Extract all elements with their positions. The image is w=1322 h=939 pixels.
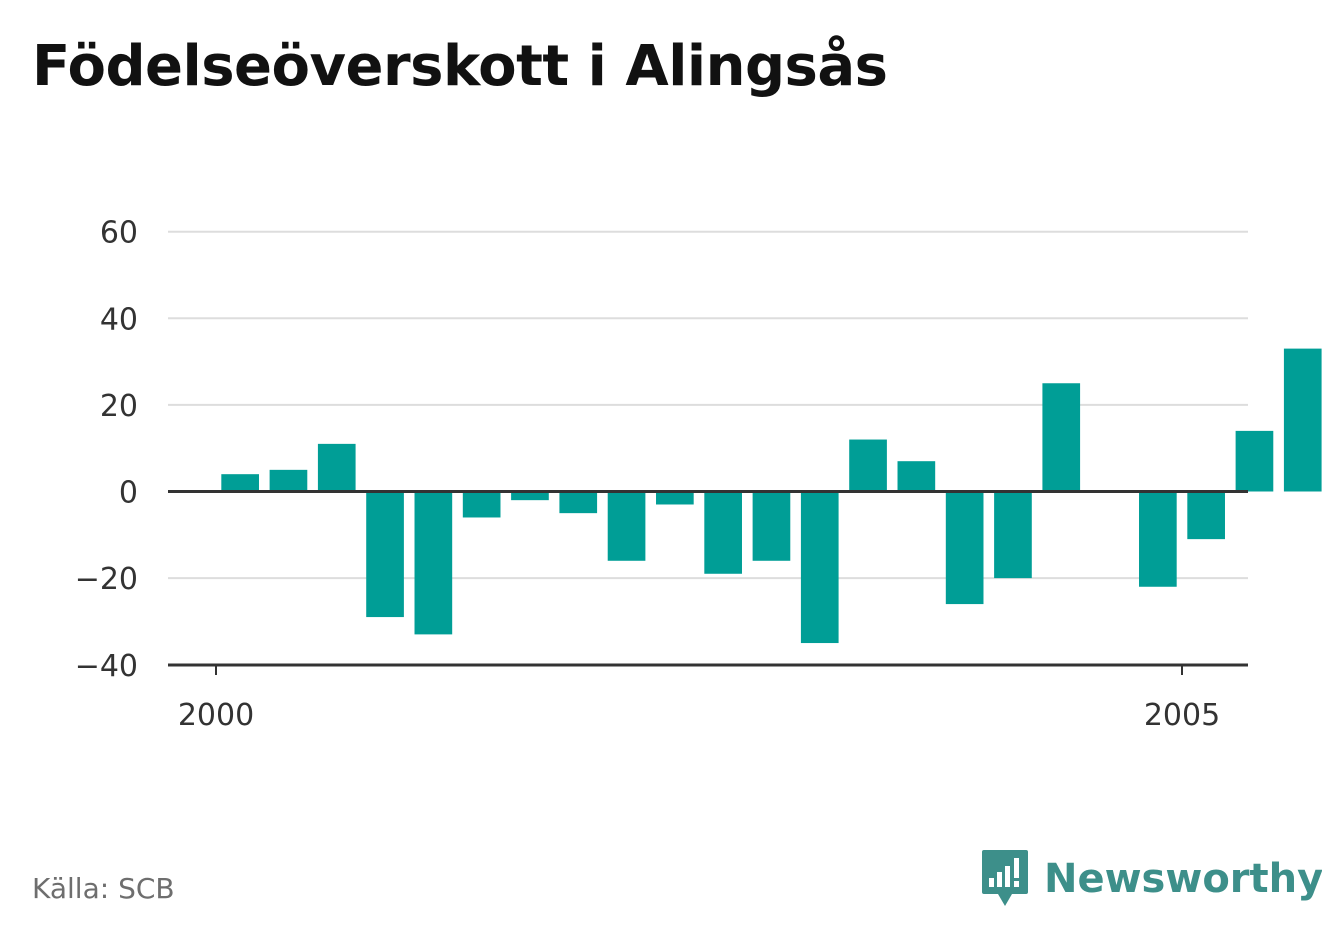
bar bbox=[945, 491, 984, 605]
bar bbox=[994, 491, 1032, 579]
bar bbox=[221, 474, 259, 492]
chart-title: Födelseöverskott i Alingsås bbox=[32, 34, 888, 99]
y-tick-label: 20 bbox=[100, 389, 138, 424]
y-tick-label: 0 bbox=[119, 476, 138, 511]
bar bbox=[704, 491, 742, 574]
axes bbox=[168, 490, 1248, 667]
bar bbox=[849, 439, 887, 492]
bar bbox=[366, 491, 404, 618]
y-axis-ticks: 60 40 20 0 −20 −40 bbox=[75, 216, 138, 684]
bar bbox=[1042, 383, 1081, 492]
bars bbox=[221, 348, 1322, 644]
bar bbox=[414, 491, 453, 635]
bar bbox=[1283, 348, 1322, 492]
bar bbox=[897, 461, 936, 492]
y-tick-label: 60 bbox=[100, 216, 138, 251]
brand-name: Newsworthy bbox=[1044, 856, 1322, 902]
x-tick-label: 2000 bbox=[178, 698, 254, 733]
x-axis-ticks: 200020052010201520202025 bbox=[178, 665, 1220, 733]
bar bbox=[656, 491, 694, 505]
y-tick-label: −20 bbox=[75, 562, 138, 597]
bar bbox=[752, 491, 791, 561]
x-tick-label: 2005 bbox=[1144, 698, 1220, 733]
bar bbox=[559, 491, 598, 514]
bar bbox=[462, 491, 501, 518]
bar bbox=[800, 491, 839, 644]
bar bbox=[607, 491, 646, 561]
bar bbox=[1139, 491, 1177, 587]
bar bbox=[269, 469, 308, 492]
source-label: Källa: SCB bbox=[32, 872, 175, 905]
brand-logo: Newsworthy bbox=[980, 848, 1322, 910]
bar bbox=[511, 491, 549, 501]
bar bbox=[1187, 491, 1225, 540]
bar bbox=[1235, 430, 1274, 492]
newsworthy-logo-icon bbox=[982, 850, 1028, 906]
y-tick-label: −40 bbox=[75, 649, 138, 684]
y-tick-label: 40 bbox=[100, 302, 138, 337]
bar bbox=[317, 443, 356, 492]
